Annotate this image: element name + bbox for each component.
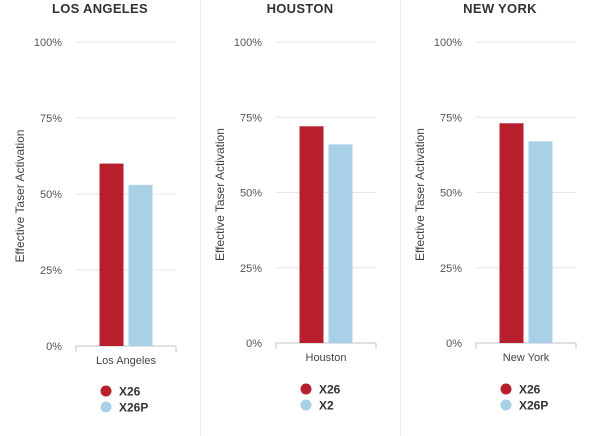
panel-divider-1 — [200, 0, 201, 436]
legend-marker-x2 — [300, 399, 312, 411]
chart-panel-houston: HOUSTON 0% 25% 50% 75% 100% Effective Taser Ac… — [200, 0, 400, 436]
legend-label: X26 — [319, 383, 341, 397]
y-tick-label: 100% — [434, 37, 462, 49]
y-tick-label: 0% — [446, 338, 462, 350]
legend-label: X26P — [119, 401, 148, 415]
legend-marker-x26 — [500, 383, 512, 395]
legend-marker-x26 — [300, 383, 312, 395]
y-tick-label: 0% — [246, 338, 262, 350]
legend-label: X26 — [119, 385, 141, 399]
y-tick-label: 25% — [440, 263, 462, 275]
y-tick-label: 75% — [240, 112, 262, 124]
legend-marker-x26 — [100, 385, 112, 397]
y-axis-label: Effective Taser Activation — [213, 128, 227, 261]
chart-panel-los-angeles: LOS ANGELES 0% 25% 50% 75% 100% Effective Tase… — [0, 0, 200, 436]
y-tick-label: 0% — [46, 341, 62, 353]
legend-label: X2 — [319, 399, 334, 413]
bar-x26 — [499, 123, 524, 344]
bar-chart-houston: HOUSTON 0% 25% 50% 75% 100% Effective Taser Ac… — [213, 1, 377, 413]
bar-x26 — [299, 126, 324, 343]
y-tick-label: 50% — [440, 188, 462, 200]
y-tick-label: 25% — [40, 265, 62, 277]
bar-x26 — [99, 163, 124, 346]
y-tick-label: 100% — [34, 37, 62, 49]
y-tick-label: 75% — [40, 113, 62, 125]
y-tick-label: 25% — [240, 263, 262, 275]
bar-chart-new-york: NEW YORK 0% 25% 50% 75% 100% Effective Taser A… — [413, 1, 577, 413]
bar-x26p — [128, 184, 153, 346]
x-tick-label: Houston — [306, 352, 347, 364]
y-tick-label: 75% — [440, 112, 462, 124]
chart-title: HOUSTON — [267, 1, 334, 16]
chart-title: LOS ANGELES — [52, 1, 148, 16]
y-tick-label: 50% — [40, 189, 62, 201]
bar-x26p — [528, 141, 553, 343]
x-tick-label: Los Angeles — [96, 355, 156, 367]
y-tick-label: 100% — [234, 37, 262, 49]
y-axis-label: Effective Taser Activation — [13, 130, 27, 263]
panel-divider-2 — [400, 0, 401, 436]
bar-chart-los-angeles: LOS ANGELES 0% 25% 50% 75% 100% Effective Tase… — [13, 1, 177, 415]
chart-title: NEW YORK — [463, 1, 537, 16]
legend-label: X26P — [519, 399, 548, 413]
legend-marker-x26p — [100, 401, 112, 413]
legend-marker-x26p — [500, 399, 512, 411]
legend-label: X26 — [519, 383, 541, 397]
chart-panel-new-york: NEW YORK 0% 25% 50% 75% 100% Effective Taser A… — [400, 0, 600, 436]
y-tick-label: 50% — [240, 188, 262, 200]
y-axis-label: Effective Taser Activation — [413, 128, 427, 261]
x-tick-label: New York — [503, 352, 550, 364]
bar-x2 — [328, 144, 353, 343]
